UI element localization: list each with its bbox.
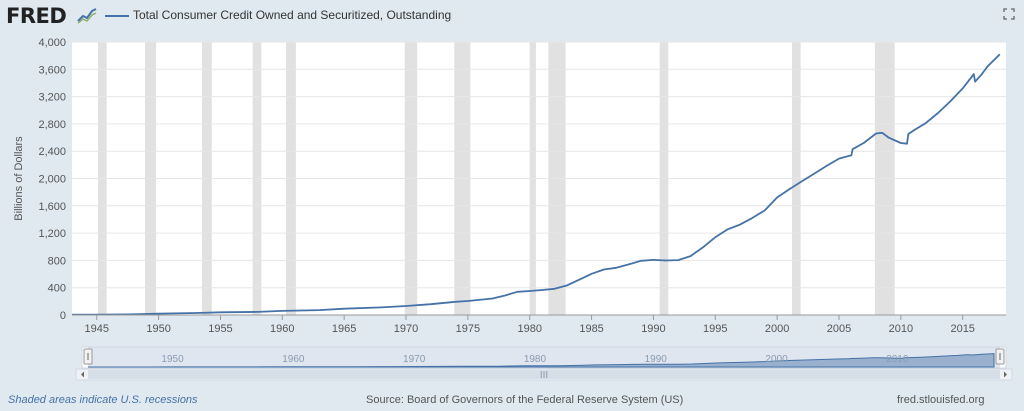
- navigator-tick-label: 1970: [403, 354, 426, 365]
- chart: 0 400 800 1,200 1,600 2,000 2,400 2,800 3,200 3,6…: [13, 37, 1013, 381]
- x-tick-label: 2005: [827, 323, 851, 335]
- scrollbar-thumb[interactable]: [88, 370, 1000, 379]
- x-tick-label: 1975: [456, 323, 480, 335]
- y-tick-label: 0: [60, 310, 66, 322]
- y-axis-ticks: 0 400 800 1,200 1,600 2,000 2,400 2,800 3,200 3,6…: [38, 37, 66, 322]
- x-tick-label: 1990: [641, 323, 665, 335]
- x-tick-label: 1960: [270, 323, 294, 335]
- y-tick-label: 4,000: [38, 37, 66, 49]
- y-tick-label: 1,600: [38, 201, 66, 213]
- x-tick-label: 1970: [394, 323, 418, 335]
- y-tick-label: 3,200: [38, 92, 66, 104]
- site-link[interactable]: fred.stlouisfed.org: [897, 394, 985, 406]
- header: FRED Total Consumer Credit Owned and Sec…: [0, 0, 1024, 34]
- x-axis-ticks: 1945 1950 1955 1960 1965 1970 1975 1980 1985 1990…: [72, 314, 1006, 335]
- navigator[interactable]: 1950 1960 1970 1980 1990 2000 2010 III: [75, 346, 1013, 381]
- recession-note: Shaded areas indicate U.S. recessions: [8, 394, 198, 406]
- x-tick-label: 1965: [332, 323, 356, 335]
- logo-graph-icon: [77, 8, 97, 24]
- navigator-tick-label: 1960: [282, 354, 305, 365]
- source-text: Source: Board of Governors of the Federa…: [366, 394, 684, 406]
- y-tick-label: 3,600: [38, 64, 66, 76]
- scroll-right-arrow-icon[interactable]: [1004, 371, 1007, 378]
- navigator-tick-label: 2010: [886, 354, 909, 365]
- y-tick-label: 2,000: [38, 174, 66, 186]
- y-axis-label: Billions of Dollars: [13, 136, 25, 221]
- y-tick-label: 1,200: [38, 228, 66, 240]
- scroll-left-arrow-icon[interactable]: [81, 371, 84, 378]
- x-tick-label: 1980: [517, 323, 541, 335]
- navigator-selection[interactable]: [88, 347, 1000, 368]
- y-tick-label: 800: [48, 255, 66, 267]
- y-tick-label: 2,400: [38, 146, 66, 158]
- legend-line-swatch: [105, 15, 129, 17]
- y-tick-label: 2,800: [38, 119, 66, 131]
- series-layer: [72, 53, 1001, 316]
- x-tick-label: 2015: [950, 323, 974, 335]
- navigator-tick-label: 2000: [765, 354, 788, 365]
- x-tick-label: 1995: [703, 323, 727, 335]
- navigator-series: [88, 353, 995, 368]
- y-tick-label: 400: [48, 283, 66, 295]
- x-tick-label: 1945: [84, 323, 108, 335]
- fred-logo[interactable]: FRED: [6, 4, 67, 28]
- x-tick-label: 1985: [579, 323, 603, 335]
- x-tick-label: 1955: [208, 323, 232, 335]
- fullscreen-expand-icon[interactable]: [1003, 8, 1015, 20]
- navigator-tick-label: 1950: [161, 354, 184, 365]
- series-line[interactable]: [72, 53, 1001, 316]
- scrollbar-grip: III: [540, 370, 548, 381]
- x-tick-label: 2000: [765, 323, 789, 335]
- navigator-tick-label: 1980: [524, 354, 547, 365]
- x-tick-label: 2010: [889, 323, 913, 335]
- x-tick-label: 1950: [146, 323, 170, 335]
- navigator-tick-label: 1990: [645, 354, 668, 365]
- series-title[interactable]: Total Consumer Credit Owned and Securiti…: [133, 8, 452, 22]
